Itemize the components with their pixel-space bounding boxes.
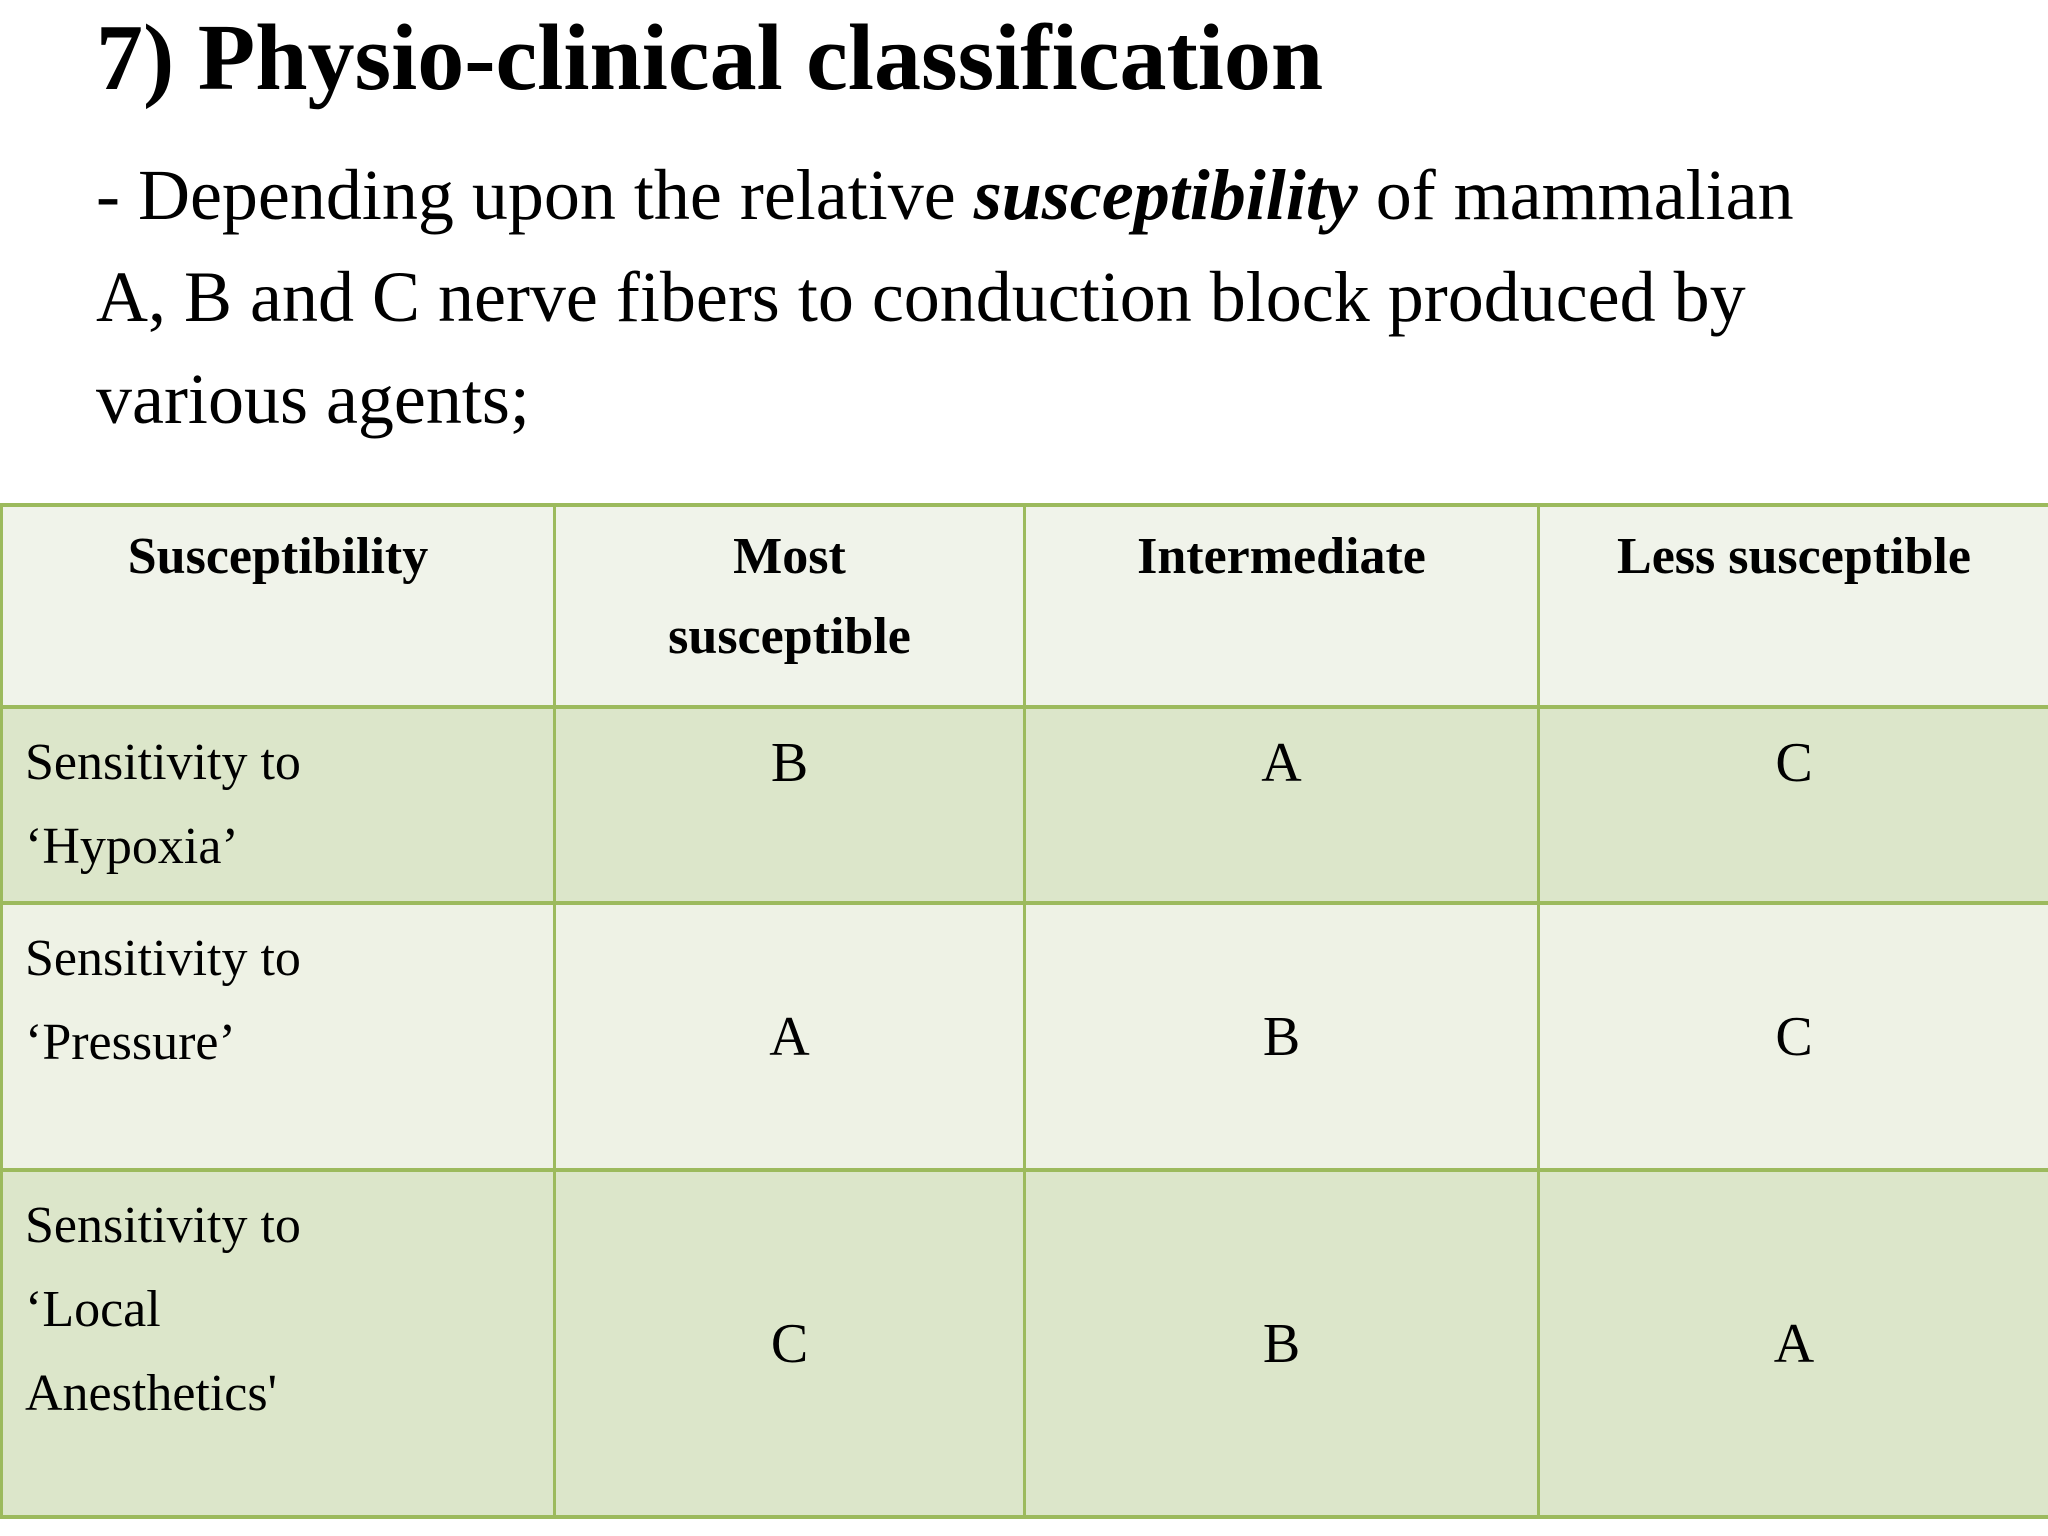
body-line-1: - Depending upon the relative susceptibi… <box>96 144 1986 246</box>
header-label-line: Most <box>733 528 846 585</box>
cell-pressure-less: C <box>1537 901 2048 1172</box>
table-row-pressure: Sensitivity to ‘Pressure’ A B C <box>0 901 2048 1172</box>
header-label-line: Intermediate <box>1137 528 1426 585</box>
row-label-hypoxia: Sensitivity to ‘Hypoxia’ <box>0 705 556 905</box>
row-label-line: Anesthetics' <box>25 1365 277 1422</box>
body-line1-prefix: - Depending upon the relative <box>96 155 974 235</box>
body-paragraph: - Depending upon the relative susceptibi… <box>96 144 1986 450</box>
table-header-row: Susceptibility Most susceptible Intermed… <box>0 503 2048 709</box>
column-header-less-susceptible: Less susceptible <box>1537 503 2048 709</box>
column-header-susceptibility: Susceptibility <box>0 503 556 709</box>
header-label-line: susceptible <box>668 608 911 665</box>
body-line1-emphasis: susceptibility <box>973 155 1358 235</box>
cell-hypoxia-most: B <box>553 705 1026 905</box>
row-label-line: Sensitivity to <box>25 930 301 987</box>
cell-pressure-intermediate: B <box>1023 901 1540 1172</box>
row-label-line: Sensitivity to <box>25 734 301 791</box>
header-label-line: Susceptibility <box>127 528 429 585</box>
header-label-line: Less susceptible <box>1617 528 1971 585</box>
column-header-most-susceptible: Most susceptible <box>553 503 1026 709</box>
row-label-pressure: Sensitivity to ‘Pressure’ <box>0 901 556 1172</box>
row-label-line: ‘Hypoxia’ <box>25 818 239 875</box>
row-label-line: ‘Pressure’ <box>25 1014 236 1071</box>
column-header-intermediate: Intermediate <box>1023 503 1540 709</box>
page-title: 7) Physio-clinical classification <box>96 6 1324 110</box>
cell-local-anesthetics-less: A <box>1537 1168 2048 1519</box>
cell-local-anesthetics-intermediate: B <box>1023 1168 1540 1519</box>
cell-hypoxia-less: C <box>1537 705 2048 905</box>
row-label-line: ‘Local <box>25 1281 161 1338</box>
table-row-hypoxia: Sensitivity to ‘Hypoxia’ B A C <box>0 705 2048 905</box>
cell-pressure-most: A <box>553 901 1026 1172</box>
body-line-2: A, B and C nerve fibers to conduction bl… <box>96 257 1746 337</box>
row-label-line: Sensitivity to <box>25 1197 301 1254</box>
susceptibility-table: Susceptibility Most susceptible Intermed… <box>0 503 2048 1519</box>
row-label-local-anesthetics: Sensitivity to ‘Local Anesthetics' <box>0 1168 556 1519</box>
cell-local-anesthetics-most: C <box>553 1168 1026 1519</box>
table-row-local-anesthetics: Sensitivity to ‘Local Anesthetics' C B A <box>0 1168 2048 1519</box>
body-line1-suffix: of mammalian <box>1357 155 1794 235</box>
cell-hypoxia-intermediate: A <box>1023 705 1540 905</box>
body-line-3: various agents; <box>96 359 530 439</box>
